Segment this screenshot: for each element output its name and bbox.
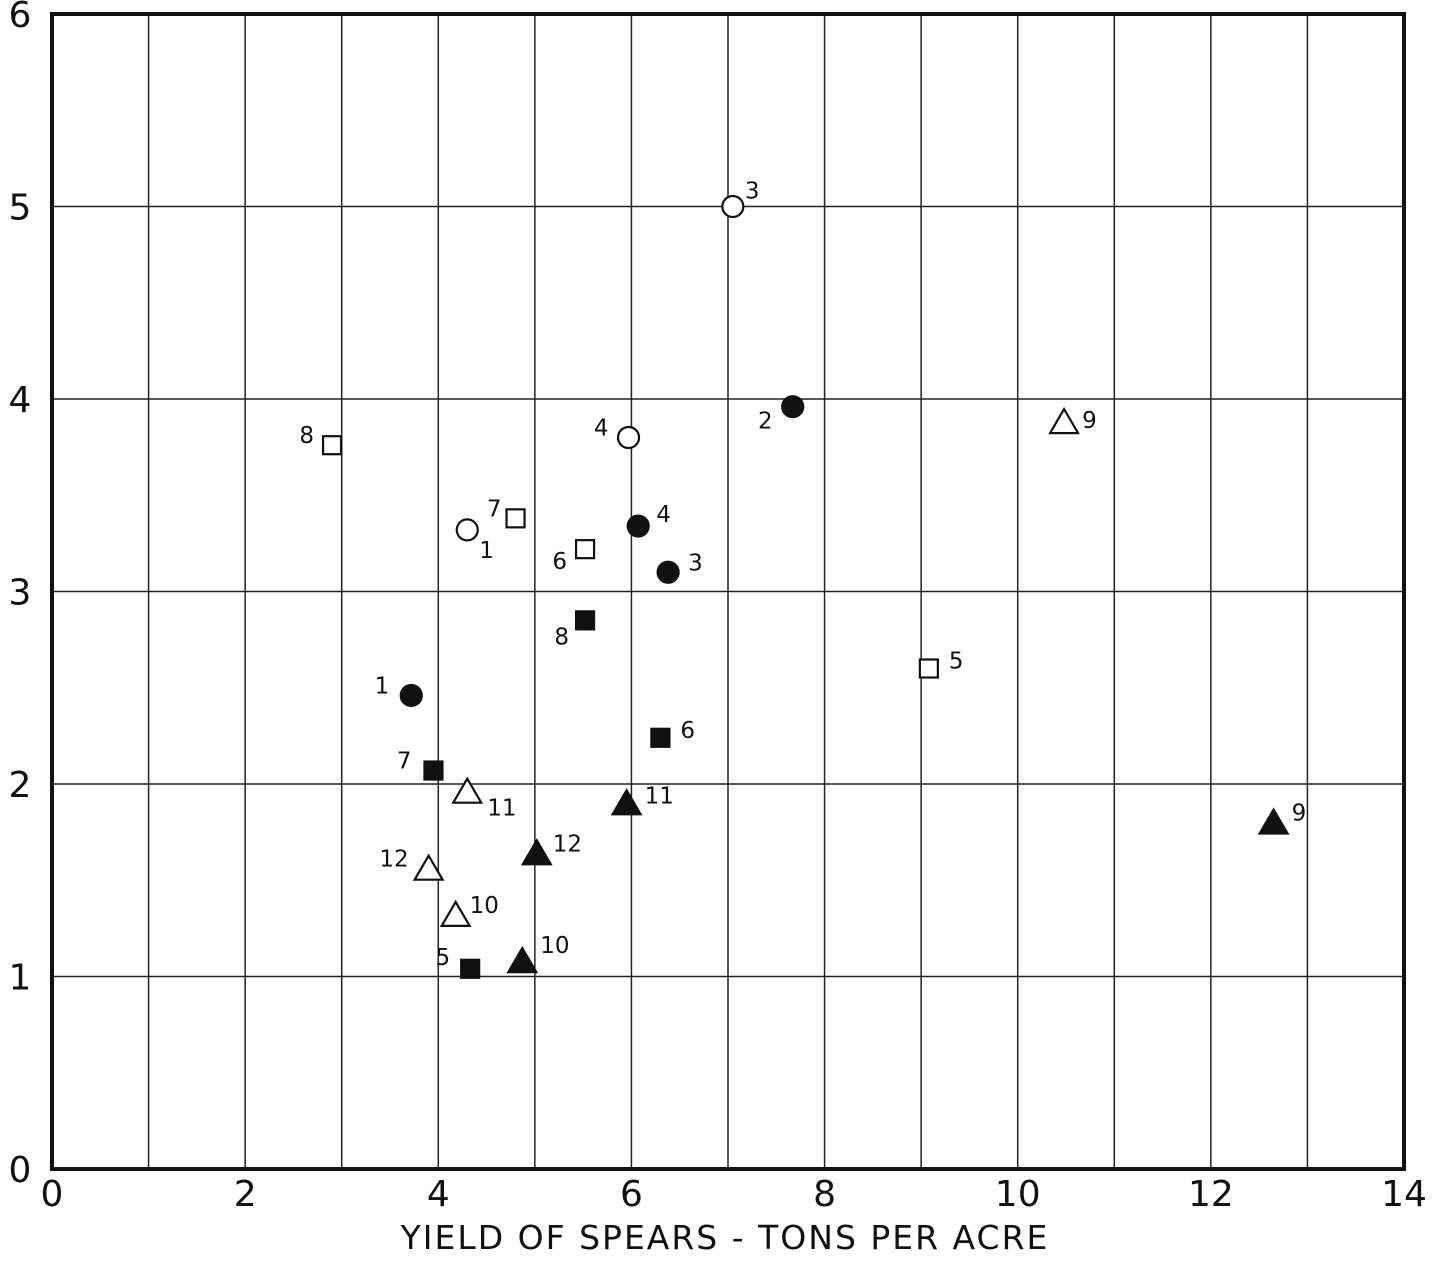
open-square-marker [918,658,939,679]
plot-frame [50,12,1406,1171]
x-axis-label: YIELD OF SPEARS - TONS PER ACRE [400,1218,1050,1257]
point-label: 12 [553,831,582,857]
filled-square-marker [650,727,671,748]
filled-circle-marker [399,683,423,708]
point-label: 1 [375,673,390,699]
x-tick-label: 4 [427,1174,450,1215]
point-label: 5 [436,945,451,971]
point-label: 10 [470,893,499,919]
open-triangle-marker [412,853,445,881]
point-label: 8 [299,423,314,449]
open-circle-marker [616,425,641,450]
open-triangle-marker [1048,406,1080,435]
point-label: 6 [552,549,567,575]
filled-circle-marker [781,395,805,419]
y-tick-label: 3 [9,573,32,614]
point-label: 12 [379,847,408,873]
data-points [321,194,1290,979]
point-label: 10 [540,933,569,959]
point-label: 9 [1082,408,1097,434]
filled-square-marker [574,610,596,631]
x-axis-ticks: 0 2 4 6 8 10 12 14 [41,1174,1427,1215]
point-label: 9 [1292,801,1307,827]
filled-square-marker [460,958,481,979]
point-label: 2 [758,409,773,435]
filled-circle-marker [626,514,650,538]
open-circle-marker [455,518,479,542]
filled-circle-marker [656,560,680,584]
filled-triangle-marker [1257,807,1290,835]
y-axis-ticks: 0 1 2 3 4 5 6 [9,0,32,1191]
y-tick-label: 1 [9,958,32,999]
x-tick-label: 12 [1188,1174,1234,1215]
x-tick-label: 0 [41,1174,64,1215]
open-triangle-marker [451,776,484,804]
point-label: 6 [680,718,695,744]
point-label: 11 [645,783,674,809]
x-tick-label: 6 [620,1174,643,1215]
point-label: 7 [397,749,412,775]
x-tick-label: 10 [995,1174,1041,1215]
point-label: 4 [594,416,609,442]
open-square-marker [321,435,343,456]
y-tick-label: 4 [9,380,32,421]
y-tick-label: 0 [9,1150,32,1191]
x-tick-label: 8 [813,1174,836,1215]
x-tick-label: 2 [234,1174,257,1215]
point-label: 3 [745,179,760,205]
y-tick-label: 5 [9,188,32,229]
point-label: 5 [949,649,964,675]
x-tick-label: 14 [1381,1174,1427,1215]
point-label: 1 [479,538,494,564]
open-square-marker [574,539,596,560]
filled-triangle-marker [610,788,643,816]
point-label: 3 [688,550,703,576]
point-label: 4 [656,502,671,528]
open-triangle-marker [439,899,472,928]
y-tick-label: 6 [9,0,32,36]
y-tick-label: 2 [9,765,32,806]
point-label: 7 [487,496,502,522]
filled-triangle-marker [506,945,539,974]
point-label: 11 [487,796,516,822]
filled-triangle-marker [520,838,553,866]
open-square-marker [505,508,526,529]
point-label: 8 [554,624,569,650]
open-circle-marker [721,194,745,219]
filled-square-marker [423,760,444,781]
